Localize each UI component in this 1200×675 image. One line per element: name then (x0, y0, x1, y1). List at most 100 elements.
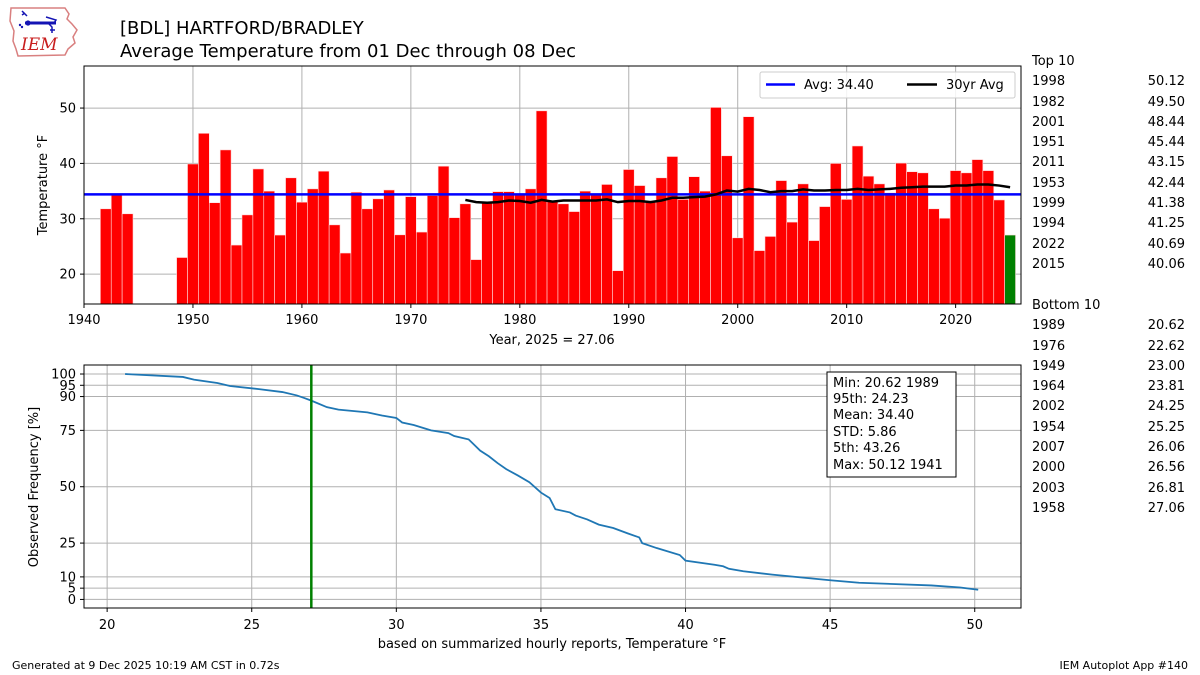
bottom-xtick-label: 45 (822, 618, 839, 633)
bottom-ytick-label: 50 (59, 480, 76, 495)
top10-row: 1951 45.44 (1032, 133, 1192, 153)
bottom-xtick-label: 30 (388, 618, 405, 633)
bar-year-2017 (917, 172, 929, 305)
bottom10-year: 1954 (1032, 419, 1066, 435)
bottom-ylabel: Observed Frequency [%] (27, 407, 42, 567)
bar-year-2021 (960, 172, 973, 305)
bar-year-1978 (492, 191, 504, 305)
bar-year-1950 (187, 163, 199, 305)
bottom10-row: 2003 26.81 (1032, 479, 1192, 499)
top10-value: 40.69 (1147, 236, 1185, 252)
bottom-ytick-label: 5 (68, 582, 76, 597)
bar-year-1988 (601, 184, 613, 305)
legend: Avg: 34.40 30yr Avg (759, 71, 1016, 99)
bottom-ytick-label: 0 (68, 593, 76, 608)
bottom-ytick-label: 10 (59, 570, 76, 585)
bar-year-1979 (503, 191, 515, 305)
bar-year-1963 (328, 224, 341, 305)
bar-year-1953 (219, 149, 232, 305)
bar-year-1942 (100, 208, 112, 305)
top-ytick-label: 30 (59, 212, 76, 227)
bottom10-value: 24.25 (1147, 399, 1185, 415)
top10-value: 43.15 (1147, 155, 1185, 171)
bottom10-year: 1976 (1032, 338, 1066, 354)
top10-year: 1982 (1032, 94, 1066, 110)
top10-value: 41.25 (1147, 216, 1185, 232)
bottom10-row: 1964 23.81 (1032, 377, 1192, 397)
top-ytick-label: 40 (59, 157, 76, 172)
bar-year-1970 (405, 196, 417, 305)
bottom-xtick-label: 50 (966, 618, 983, 633)
bar-year-1995 (677, 199, 689, 305)
cdf-line (125, 373, 979, 591)
bar-year-2022 (971, 159, 984, 305)
top10-year: 1953 (1032, 175, 1066, 191)
bar-year-1949 (176, 257, 188, 305)
period-title: Average Temperature from 01 Dec through … (120, 41, 577, 62)
bottom-ytick-label: 90 (59, 390, 76, 405)
top-xtick-label: 1970 (394, 313, 427, 328)
bar-year-1960 (296, 201, 308, 305)
bottom10-value: 23.81 (1147, 379, 1185, 395)
top10-table: Top 10 1998 50.12 1982 49.50 2001 48.44 1951 45… (1032, 52, 1192, 275)
bottom10-row: 2007 26.06 (1032, 438, 1192, 458)
top-xtick-label: 2020 (939, 313, 972, 328)
bar-year-1992 (644, 201, 657, 305)
bottom10-year: 1989 (1032, 318, 1066, 334)
bar-year-2024 (993, 199, 1005, 305)
bottom10-year: 1958 (1032, 500, 1066, 516)
bottom10-row: 2002 24.25 (1032, 397, 1192, 417)
bar-year-2000 (731, 237, 744, 305)
bar-year-2016 (906, 171, 918, 305)
footer-generated: Generated at 9 Dec 2025 10:19 AM CST in … (12, 659, 280, 672)
bar-year-1985 (568, 211, 581, 305)
top-ticks: 1940 1950 1960 1970 1980 1990 2000 2010 20202030… (59, 102, 972, 328)
bar-year-2020 (949, 170, 962, 305)
bar-year-1944 (121, 213, 134, 305)
iem-logo: IEM (8, 5, 80, 59)
bar-year-2009 (830, 163, 842, 305)
bottom10-row: 2000 26.56 (1032, 458, 1192, 478)
bar-year-1991 (633, 185, 646, 305)
bar-year-1984 (557, 203, 570, 305)
top-ylabel: Temperature °F (36, 135, 51, 236)
top10-value: 41.38 (1147, 196, 1185, 212)
bottom10-row: 1958 27.06 (1032, 499, 1192, 519)
bottom10-value: 22.62 (1147, 338, 1185, 354)
bar-year-1975 (459, 203, 472, 305)
top10-heading: Top 10 (1032, 54, 1075, 69)
top10-row: 1998 50.12 (1032, 72, 1192, 92)
bottom-xtick-label: 20 (99, 618, 116, 633)
top-ytick-label: 20 (59, 268, 76, 283)
bar-year-1952 (208, 202, 221, 305)
stats-std: STD: 5.86 (833, 425, 897, 440)
bar-year-2006 (797, 183, 809, 305)
bottom-ytick-label: 75 (59, 424, 76, 439)
bottom10-value: 20.62 (1147, 318, 1185, 334)
bottom-xtick-label: 40 (677, 618, 694, 633)
bar-year-1958 (274, 234, 286, 305)
top-panel: 1940 1950 1960 1970 1980 1990 2000 2010 20202030… (36, 65, 1022, 348)
bar-year-2007 (808, 240, 820, 305)
bar-year-1972 (426, 195, 439, 305)
legend-avg30-label: 30yr Avg (946, 78, 1004, 93)
bottom10-row: 1976 22.62 (1032, 337, 1192, 357)
bar-year-2003 (764, 236, 777, 305)
top10-value: 49.50 (1147, 94, 1185, 110)
stats-box: Min: 20.62 1989 95th: 24.23 Mean: 34.40 … (826, 371, 957, 478)
bar-year-1980 (514, 194, 526, 305)
bar-year-1987 (590, 193, 602, 305)
bar-year-2023 (982, 170, 995, 305)
bar-year-2014 (884, 192, 897, 305)
top-xtick-label: 1960 (285, 313, 318, 328)
top-xtick-label: 1990 (612, 313, 645, 328)
bar-year-1967 (372, 198, 384, 305)
top10-value: 40.06 (1147, 256, 1185, 272)
bar-year-1971 (416, 231, 428, 305)
top10-year: 1994 (1032, 216, 1066, 232)
top10-row: 2015 40.06 (1032, 255, 1192, 275)
bar-year-1943 (110, 194, 123, 305)
legend-box (759, 71, 1016, 99)
